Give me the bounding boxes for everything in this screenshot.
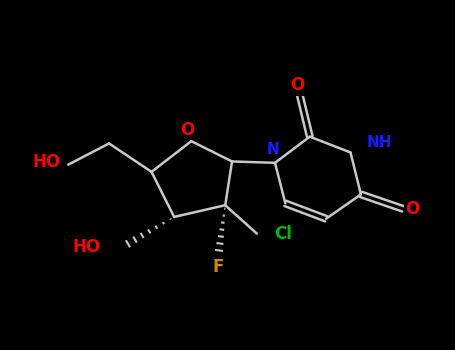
Text: HO: HO <box>73 238 101 256</box>
Text: F: F <box>213 258 224 276</box>
Text: N: N <box>266 142 279 157</box>
Text: HO: HO <box>32 153 60 172</box>
Text: O: O <box>290 76 305 94</box>
Text: NH: NH <box>366 135 392 150</box>
Text: O: O <box>405 200 419 218</box>
Text: O: O <box>181 121 195 139</box>
Text: Cl: Cl <box>274 225 292 243</box>
